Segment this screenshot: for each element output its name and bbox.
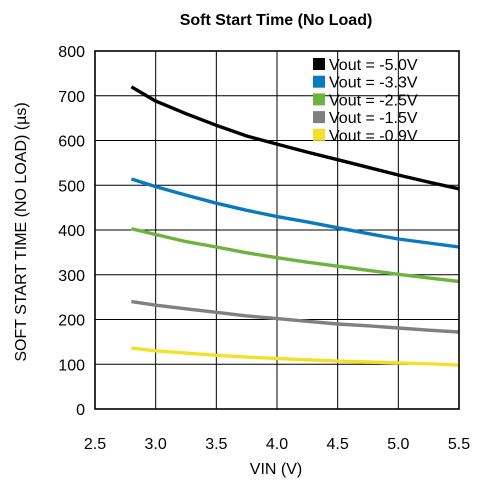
x-tick-label: 4.0 (266, 436, 288, 453)
data-series (130, 85, 460, 367)
y-tick-label: 700 (58, 89, 85, 106)
legend-label: Vout = -1.5V (329, 110, 418, 127)
x-axis-label: VIN (V) (250, 461, 302, 478)
legend-swatch (313, 58, 325, 70)
legend-label: Vout = -0.9V (329, 128, 418, 145)
x-tick-label: 3.5 (205, 436, 227, 453)
legend-swatch (313, 75, 325, 88)
plot-frame (94, 50, 460, 410)
y-axis-label: SOFT START TIME (NO LOAD) (µs) (13, 102, 30, 361)
y-tick-label: 500 (58, 178, 85, 195)
y-tick-label: 100 (58, 357, 85, 374)
y-tick-label: 0 (76, 402, 85, 419)
legend-label: Vout = -3.3V (329, 75, 418, 92)
x-tick-label: 3.0 (145, 436, 167, 453)
legend-label: Vout = -2.5V (329, 92, 418, 109)
chart-title: Soft Start Time (No Load) (180, 12, 373, 29)
series-line-3 (131, 227, 460, 284)
y-tick-label: 800 (58, 44, 85, 61)
x-tick-label: 5.5 (448, 436, 470, 453)
series-line-5 (131, 346, 460, 367)
x-axis-ticks: 2.5 3.0 3.5 4.0 4.5 5.0 5.5 (84, 436, 470, 453)
y-axis-ticks: 0 100 200 300 400 500 600 700 800 (58, 44, 85, 419)
legend-swatch (313, 111, 325, 124)
series-line-2 (130, 177, 460, 249)
legend-swatch (313, 93, 325, 106)
grid-lines (95, 51, 459, 409)
y-tick-label: 300 (58, 268, 85, 285)
y-tick-label: 400 (58, 223, 85, 240)
y-tick-label: 200 (58, 313, 85, 330)
x-tick-label: 4.5 (327, 436, 349, 453)
y-tick-label: 600 (58, 134, 85, 151)
x-tick-label: 2.5 (84, 436, 106, 453)
series-line-4 (131, 299, 460, 334)
series-line-1 (130, 85, 460, 191)
legend-label: Vout = -5.0V (329, 57, 418, 74)
x-tick-label: 5.0 (387, 436, 409, 453)
legend-swatch (313, 128, 325, 141)
